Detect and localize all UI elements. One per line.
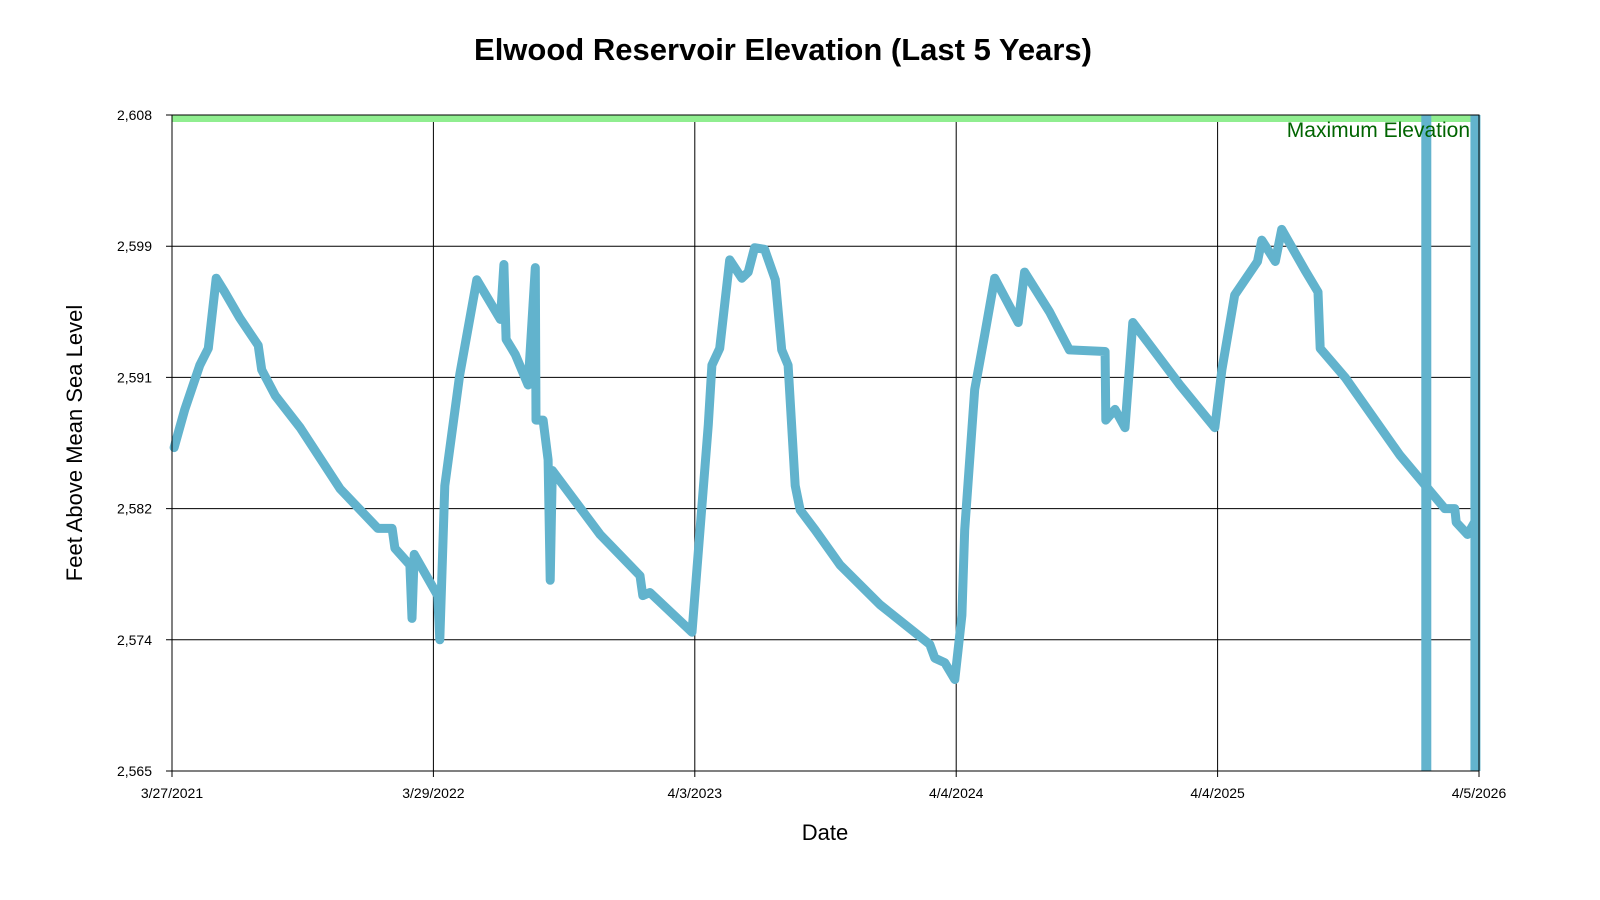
vertical-markers [1421, 115, 1481, 771]
y-tick-label: 2,574 [117, 632, 152, 648]
x-tick-label: 4/4/2025 [1190, 785, 1245, 801]
series-line [169, 224, 1480, 684]
vertical-marker [1421, 115, 1432, 771]
series-points [174, 229, 1476, 680]
x-axis-label: Date [802, 820, 848, 845]
maximum-elevation-band [172, 115, 1479, 122]
y-axis-ticks: 2,565 2,574 2,582 2,591 2,599 2,608 [117, 107, 152, 779]
grid [166, 114, 1480, 777]
chart-title: Elwood Reservoir Elevation (Last 5 Years… [474, 32, 1092, 67]
x-tick-label: 3/27/2021 [141, 785, 203, 801]
vertical-marker [1470, 115, 1481, 771]
x-tick-label: 4/3/2023 [668, 785, 723, 801]
x-axis-ticks: 3/27/2021 3/29/2022 4/3/2023 4/4/2024 4/4/20… [141, 785, 1507, 801]
y-tick-label: 2,582 [117, 501, 152, 517]
x-tick-label: 4/4/2024 [929, 785, 984, 801]
x-tick-label: 4/5/2026 [1452, 785, 1507, 801]
y-tick-label: 2,608 [117, 107, 152, 123]
y-tick-label: 2,599 [117, 238, 152, 254]
maximum-elevation-label: Maximum Elevation [1287, 119, 1470, 142]
plot-frame [171, 114, 1480, 772]
x-tick-label: 3/29/2022 [402, 785, 464, 801]
y-axis-label: Feet Above Mean Sea Level [62, 305, 87, 581]
y-tick-label: 2,591 [117, 369, 152, 385]
y-tick-label: 2,565 [117, 763, 152, 779]
